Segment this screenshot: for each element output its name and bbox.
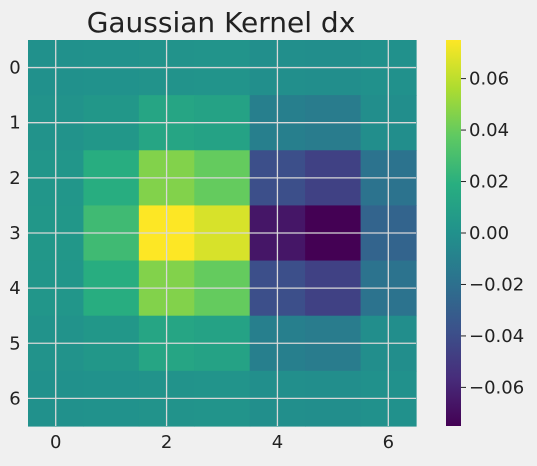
y-tick-label: 6 <box>9 388 20 409</box>
colorbar-tick-label: −0.04 <box>469 326 524 347</box>
y-tick-label: 4 <box>9 278 20 299</box>
y-axis-ticks: 0 1 2 3 4 5 6 <box>9 58 20 410</box>
colorbar-tick-label: 0.06 <box>469 69 509 90</box>
x-tick-label: 2 <box>161 432 172 453</box>
x-axis-ticks: 0 2 4 6 <box>50 432 394 453</box>
chart-title: Gaussian Kernel dx <box>87 6 356 39</box>
colorbar-tick-label: 0.02 <box>469 172 509 193</box>
y-tick-label: 1 <box>9 113 20 134</box>
colorbar-tick-label: −0.06 <box>469 377 524 398</box>
colorbar-tick-label: 0.00 <box>469 223 509 244</box>
colorbar-tick-label: 0.04 <box>469 120 509 141</box>
x-tick-label: 0 <box>50 432 61 453</box>
y-tick-label: 0 <box>9 58 20 79</box>
x-tick-label: 6 <box>383 432 394 453</box>
colorbar <box>446 40 461 426</box>
colorbar-ticks: 0.06 0.04 0.02 0.00 −0.02 −0.04 −0.06 <box>461 69 524 398</box>
x-tick-label: 4 <box>272 432 283 453</box>
y-tick-label: 5 <box>9 333 20 354</box>
y-tick-label: 3 <box>9 223 20 244</box>
y-tick-label: 2 <box>9 168 20 189</box>
heatmap-grid <box>28 40 417 426</box>
colorbar-tick-label: −0.02 <box>469 274 524 295</box>
